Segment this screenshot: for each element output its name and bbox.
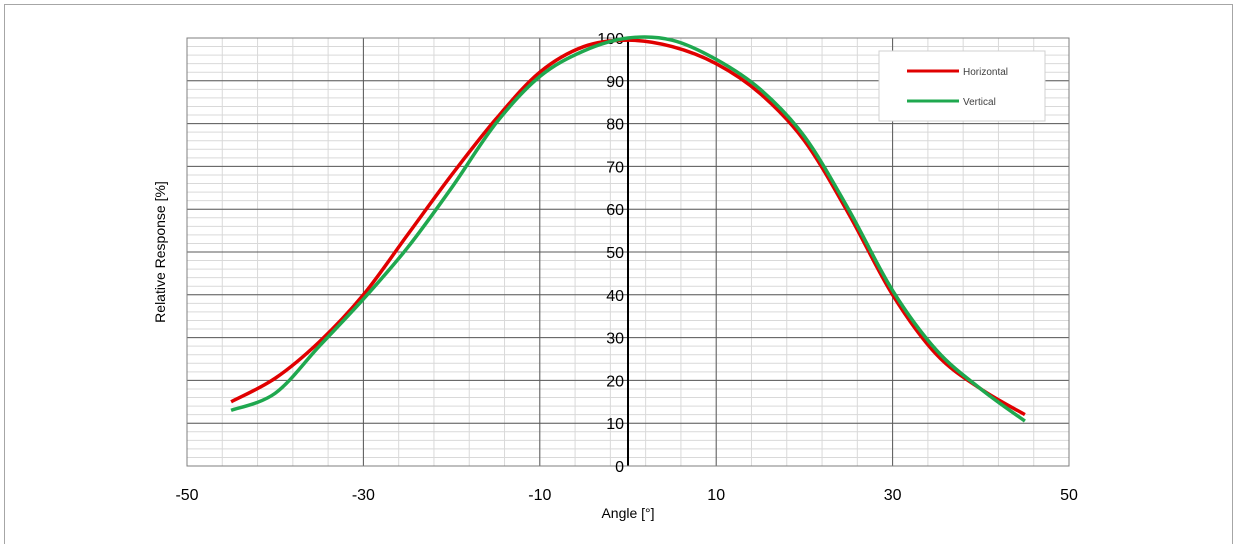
y-tick-label: 50 [606, 245, 624, 262]
legend-label-horizontal: Horizontal [963, 67, 1008, 78]
series-line-vertical [230, 35, 1026, 423]
legend-label-vertical: Vertical [963, 97, 996, 108]
series-line-horizontal [230, 38, 1026, 417]
y-tick-label: 30 [606, 331, 624, 348]
y-axis-label: Relative Response [%] [152, 181, 168, 323]
x-tick-label: 30 [884, 487, 902, 504]
chart-frame: -50 -30 -10 10 30 50 0 10 20 30 40 50 60 70 80 90 100 A… [4, 4, 1233, 544]
legend: Horizontal Vertical [878, 50, 1046, 122]
y-tick-label: 0 [615, 459, 624, 476]
x-axis-label: Angle [°] [601, 505, 654, 521]
x-tick-label: 50 [1060, 487, 1078, 504]
y-tick-label: 40 [606, 288, 624, 305]
x-tick-label: -30 [352, 487, 375, 504]
x-tick-labels: -50 -30 -10 10 30 50 [175, 487, 1078, 504]
y-tick-label: 80 [606, 117, 624, 134]
y-tick-label: 90 [606, 74, 624, 91]
y-tick-label: 20 [606, 373, 624, 390]
series-lines [230, 35, 1026, 423]
x-tick-label: 10 [707, 487, 725, 504]
y-tick-label: 10 [606, 416, 624, 433]
y-tick-label: 60 [606, 202, 624, 219]
x-tick-label: -10 [528, 487, 551, 504]
x-tick-label: -50 [175, 487, 198, 504]
legend-box [878, 50, 1046, 122]
y-tick-label: 70 [606, 159, 624, 176]
